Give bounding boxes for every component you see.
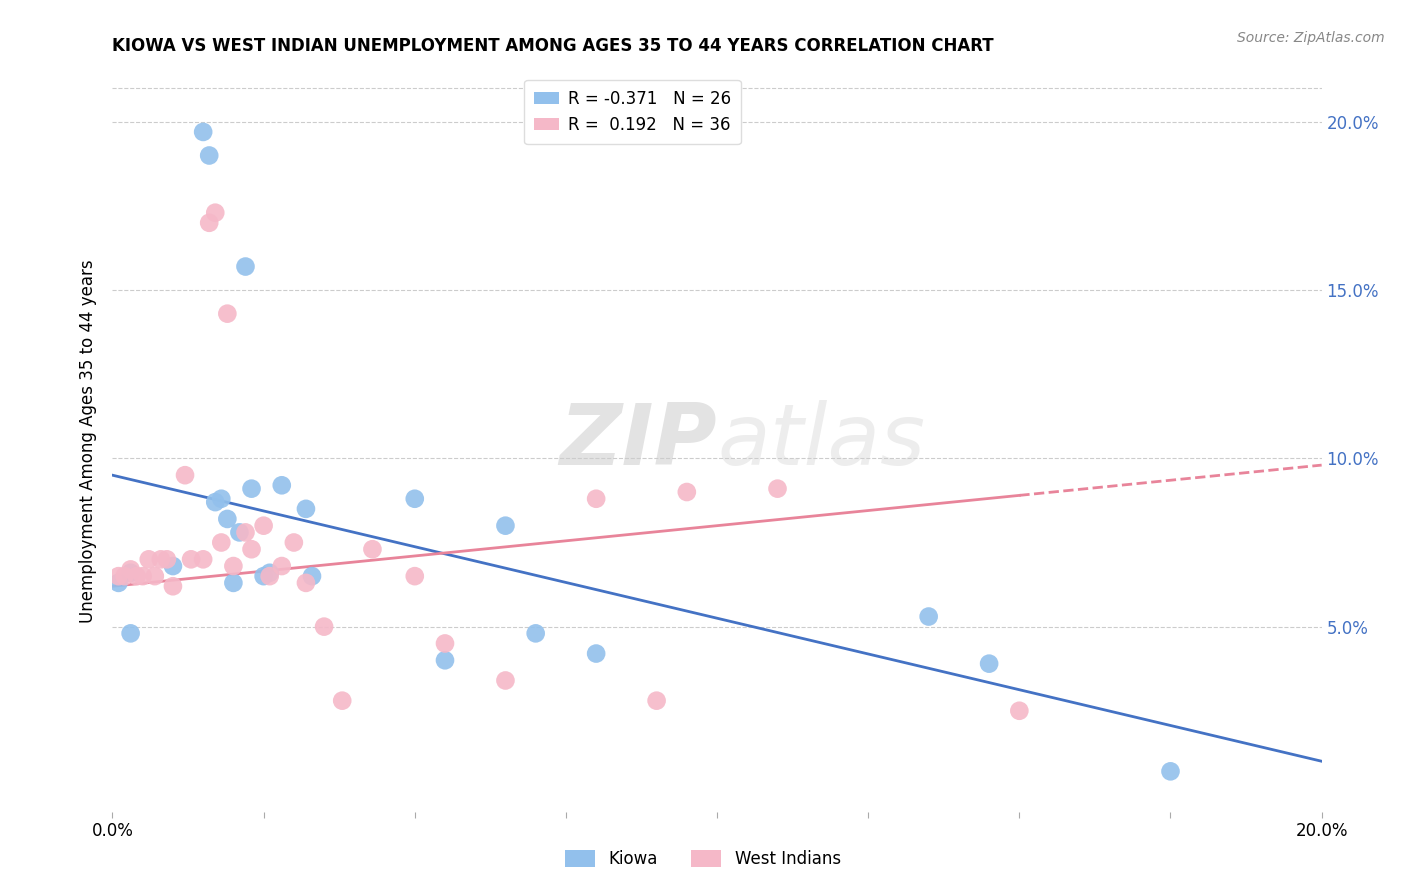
Point [198, 216, 221, 230]
Point [180, 552, 202, 566]
Point [259, 566, 281, 580]
Point [156, 552, 179, 566]
Point [114, 569, 136, 583]
Point [314, 619, 336, 633]
Point [524, 626, 547, 640]
Point [204, 205, 226, 219]
Point [404, 491, 426, 506]
Point [228, 525, 250, 540]
Point [645, 694, 668, 708]
Point [495, 518, 517, 533]
Point [330, 694, 353, 708]
Point [209, 491, 232, 506]
Point [198, 148, 221, 162]
Point [1008, 704, 1031, 718]
Point [120, 566, 142, 580]
Point [253, 518, 276, 533]
Point [149, 552, 172, 566]
Point [222, 559, 245, 574]
Point [918, 609, 941, 624]
Point [209, 535, 232, 549]
Point [132, 569, 155, 583]
Legend: R = -0.371   N = 26, R =  0.192   N = 36: R = -0.371 N = 26, R = 0.192 N = 36 [524, 79, 741, 144]
Point [1159, 764, 1181, 779]
Point [270, 478, 292, 492]
Text: ZIP: ZIP [560, 400, 717, 483]
Point [107, 575, 129, 590]
Point [138, 552, 160, 566]
Text: KIOWA VS WEST INDIAN UNEMPLOYMENT AMONG AGES 35 TO 44 YEARS CORRELATION CHART: KIOWA VS WEST INDIAN UNEMPLOYMENT AMONG … [112, 37, 994, 54]
Point [107, 569, 129, 583]
Point [301, 569, 323, 583]
Point [204, 495, 226, 509]
Text: Source: ZipAtlas.com: Source: ZipAtlas.com [1237, 31, 1385, 45]
Point [270, 559, 292, 574]
Point [162, 579, 184, 593]
Point [240, 542, 263, 557]
Point [404, 569, 426, 583]
Point [217, 307, 239, 321]
Point [191, 552, 214, 566]
Point [143, 569, 166, 583]
Legend: Kiowa, West Indians: Kiowa, West Indians [558, 843, 848, 875]
Text: atlas: atlas [717, 400, 925, 483]
Point [120, 562, 142, 576]
Point [222, 575, 245, 590]
Point [235, 525, 257, 540]
Y-axis label: Unemployment Among Ages 35 to 44 years: Unemployment Among Ages 35 to 44 years [79, 260, 97, 624]
Point [259, 569, 281, 583]
Point [125, 569, 148, 583]
Point [295, 501, 318, 516]
Point [675, 485, 697, 500]
Point [217, 512, 239, 526]
Point [977, 657, 1000, 671]
Point [235, 260, 257, 274]
Point [433, 636, 456, 650]
Point [495, 673, 517, 688]
Point [120, 626, 142, 640]
Point [162, 559, 184, 574]
Point [283, 535, 305, 549]
Point [253, 569, 276, 583]
Point [585, 647, 607, 661]
Point [240, 482, 263, 496]
Point [191, 125, 214, 139]
Point [295, 575, 318, 590]
Point [766, 482, 789, 496]
Point [174, 468, 197, 483]
Point [361, 542, 384, 557]
Point [433, 653, 456, 667]
Point [585, 491, 607, 506]
